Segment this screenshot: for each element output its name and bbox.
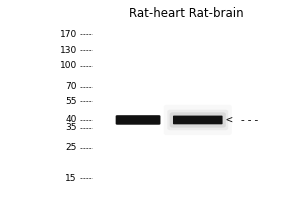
Text: 40: 40 bbox=[65, 115, 77, 124]
Text: 15: 15 bbox=[65, 174, 77, 183]
FancyBboxPatch shape bbox=[170, 112, 226, 128]
Text: 70: 70 bbox=[65, 82, 77, 91]
Text: 170: 170 bbox=[60, 30, 77, 39]
Text: 25: 25 bbox=[65, 143, 77, 152]
FancyBboxPatch shape bbox=[164, 105, 232, 135]
Text: 55: 55 bbox=[65, 97, 77, 106]
Text: < ---: < --- bbox=[226, 115, 260, 125]
FancyBboxPatch shape bbox=[116, 115, 160, 125]
FancyBboxPatch shape bbox=[167, 110, 228, 130]
Text: 35: 35 bbox=[65, 123, 77, 132]
Text: 100: 100 bbox=[60, 61, 77, 70]
Text: Rat-heart Rat-brain: Rat-heart Rat-brain bbox=[128, 7, 243, 20]
Text: 130: 130 bbox=[60, 46, 77, 55]
FancyBboxPatch shape bbox=[173, 116, 223, 124]
